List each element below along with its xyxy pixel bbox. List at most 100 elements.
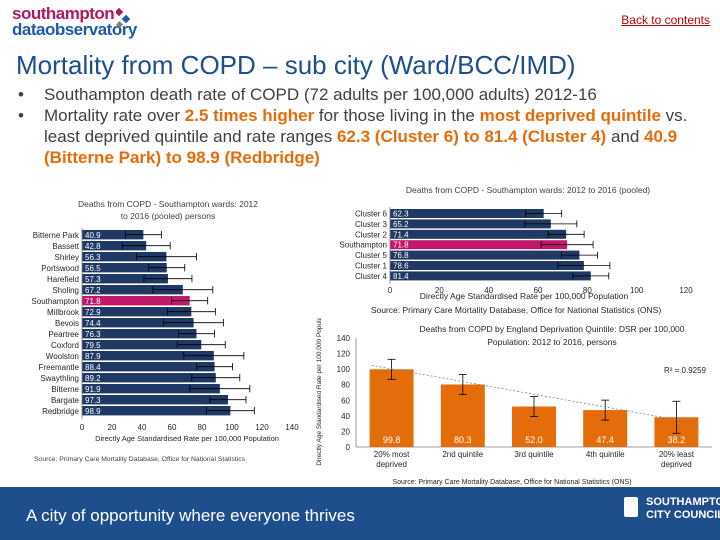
bullet-2: Mortality rate over 2.5 times higher for…	[18, 105, 718, 168]
data-label: 52.0	[525, 435, 543, 445]
bar	[390, 240, 568, 250]
data-label: 72.9	[85, 308, 101, 317]
data-label: 88.4	[85, 363, 101, 372]
bar	[82, 318, 194, 328]
bar	[82, 395, 228, 405]
back-to-contents-link[interactable]: Back to contents	[621, 13, 710, 27]
x-tick-label: 60	[534, 286, 543, 295]
r-squared-label: R² = 0.9259	[664, 366, 707, 375]
y-tick-label: 80	[341, 381, 350, 390]
y-tick-label: 0	[346, 443, 351, 452]
x-tick-label: 80	[583, 286, 592, 295]
x-tick-label: 100	[225, 423, 239, 432]
y-tick-label: 140	[337, 334, 351, 343]
chart-source: Source: Primary Care Mortality Database,…	[371, 305, 662, 315]
category-label: Millbrook	[47, 308, 80, 317]
logo-dataobservatory: dataobservatory	[12, 20, 137, 39]
category-label: deprived	[661, 460, 692, 469]
chart-source: Source: Primary Care Mortality Database,…	[34, 456, 246, 463]
data-label: 80.3	[454, 435, 472, 445]
bar	[82, 230, 144, 240]
bar	[82, 274, 168, 284]
quintile-copd-chart: Deaths from COPD by England Deprivation …	[316, 318, 712, 486]
council-name: SOUTHAMPTONCITY COUNCIL	[646, 496, 720, 521]
category-label: Southampton	[31, 297, 79, 306]
data-label: 76.8	[393, 251, 409, 260]
cluster-copd-chart: Deaths from COPD - Southampton wards: 20…	[339, 185, 693, 315]
data-label: 98.9	[85, 407, 101, 416]
chart-title: to 2016 (pooled) persons	[121, 211, 216, 221]
category-label: 20% most	[374, 450, 410, 459]
bar	[82, 351, 214, 361]
chart-title: Population: 2012 to 2016, persons	[487, 337, 617, 347]
x-tick-label: 120	[255, 423, 269, 432]
bar	[440, 384, 485, 447]
data-label: 56.5	[85, 264, 101, 273]
x-tick-label: 60	[168, 423, 177, 432]
bar	[390, 250, 580, 260]
chart-title: Deaths from COPD - Southampton wards: 20…	[406, 185, 650, 195]
data-label: 81.4	[393, 272, 409, 281]
bar	[82, 252, 167, 262]
x-tick-label: 80	[198, 423, 207, 432]
data-label: 71.4	[393, 230, 409, 239]
category-label: Harefield	[47, 275, 79, 284]
category-label: 20% least	[659, 450, 695, 459]
category-label: Swaythling	[40, 374, 79, 383]
category-label: Sholing	[52, 286, 79, 295]
data-label: 56.3	[85, 253, 101, 262]
category-label: Peartree	[48, 330, 79, 339]
bar	[82, 285, 183, 295]
category-label: Cluster 5	[355, 251, 388, 260]
data-label: 78.6	[393, 262, 409, 271]
category-label: 3rd quintile	[514, 450, 554, 459]
data-label: 79.5	[85, 341, 101, 350]
data-label: 40.9	[85, 231, 101, 240]
y-tick-label: 60	[341, 396, 350, 405]
council-crest-icon	[624, 497, 638, 517]
bar	[390, 261, 584, 270]
bar	[82, 362, 215, 372]
category-label: Cluster 4	[355, 272, 388, 281]
x-axis-label: Directly Age Standardised Rate per 100,0…	[95, 434, 279, 443]
bar	[390, 209, 544, 218]
data-label: 57.3	[85, 275, 101, 284]
data-label: 42.8	[85, 242, 101, 251]
category-label: deprived	[376, 460, 407, 469]
bar	[82, 241, 147, 251]
data-label: 65.2	[393, 220, 409, 229]
bar	[82, 373, 216, 383]
bar	[82, 384, 220, 394]
x-tick-label: 40	[138, 423, 147, 432]
data-label: 97.3	[85, 396, 101, 405]
y-tick-label: 20	[341, 427, 350, 436]
data-label: 71.8	[85, 297, 101, 306]
x-tick-label: 120	[679, 286, 693, 295]
x-tick-label: 100	[630, 286, 644, 295]
bar	[390, 271, 591, 281]
bar	[82, 406, 231, 416]
category-label: Shirley	[55, 253, 79, 262]
bar	[82, 329, 197, 339]
data-label: 47.4	[596, 435, 614, 445]
category-label: Woolston	[46, 352, 79, 361]
category-label: Cluster 1	[355, 262, 388, 271]
ward-copd-chart: Deaths from COPD - Southampton wards: 20…	[31, 199, 299, 463]
data-label: 89.2	[85, 374, 101, 383]
x-tick-label: 140	[285, 423, 299, 432]
category-label: Bevois	[55, 319, 79, 328]
page-title: Mortality from COPD – sub city (Ward/BCC…	[16, 50, 576, 80]
bullet-list: Southampton death rate of COPD (72 adult…	[18, 84, 718, 168]
data-label: 91.9	[85, 385, 101, 394]
category-label: Freemantle	[39, 363, 80, 372]
bar	[82, 307, 192, 317]
y-tick-label: 40	[341, 412, 350, 421]
bar	[82, 340, 202, 350]
category-label: Bassett	[52, 242, 79, 251]
x-tick-label: 20	[435, 286, 444, 295]
category-label: Bitterne Park	[33, 231, 80, 240]
category-label: Cluster 2	[355, 230, 388, 239]
trend-line	[371, 364, 697, 424]
category-label: 2nd quintile	[442, 450, 483, 459]
category-label: Coxford	[51, 341, 79, 350]
